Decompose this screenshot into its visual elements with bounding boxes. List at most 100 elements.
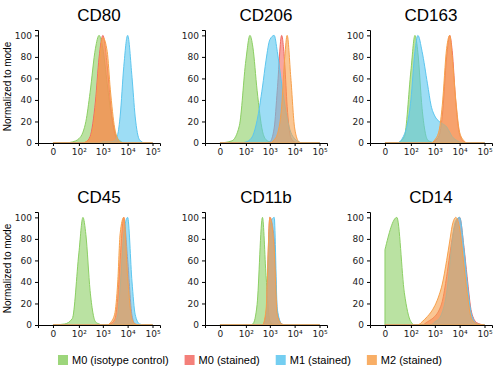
y-tick: 100 xyxy=(347,31,370,41)
x-tick: 10³ xyxy=(96,143,111,157)
y-axis: 020406080100 xyxy=(15,213,39,331)
x-tick: 10⁵ xyxy=(477,143,492,157)
y-tick-label: 60 xyxy=(353,74,365,84)
y-tick-mark xyxy=(35,239,38,240)
x-tick-label: 10⁵ xyxy=(145,329,160,339)
plot-area xyxy=(53,35,153,143)
y-tick-mark xyxy=(202,57,205,58)
panel-title: CD45 xyxy=(77,188,120,207)
y-tick: 40 xyxy=(188,95,205,105)
histogram-area xyxy=(53,35,153,143)
y-tick-label: 20 xyxy=(21,117,33,127)
y-tick: 80 xyxy=(188,234,205,244)
legend-label: M0 (stained) xyxy=(199,354,260,366)
x-tick: 10² xyxy=(239,143,254,157)
y-tick-label: 20 xyxy=(353,117,365,127)
y-tick: 0 xyxy=(26,320,38,330)
histogram-area xyxy=(385,35,485,143)
x-tick-mark xyxy=(320,325,321,328)
y-tick: 80 xyxy=(353,234,370,244)
y-tick: 20 xyxy=(353,299,370,309)
y-tick: 0 xyxy=(193,320,205,330)
y-tick-label: 0 xyxy=(358,320,364,330)
x-tick: 0 xyxy=(218,325,224,339)
y-tick: 0 xyxy=(26,138,38,148)
x-tick-mark xyxy=(153,143,154,146)
legend: M0 (isotype control)M0 (stained)M1 (stai… xyxy=(58,354,442,366)
panel: 010²10³10⁴10⁵020406080100CD80Normalized … xyxy=(2,6,161,157)
histogram-area xyxy=(220,35,320,143)
y-tick: 20 xyxy=(188,117,205,127)
y-tick-label: 60 xyxy=(21,74,33,84)
x-axis: 010²10³10⁴10⁵ xyxy=(39,325,161,339)
histogram-area xyxy=(53,217,153,325)
histogram-area xyxy=(220,217,320,325)
x-tick-mark xyxy=(79,325,80,328)
x-tick: 10⁴ xyxy=(453,325,468,339)
y-tick-label: 20 xyxy=(21,299,33,309)
y-tick-mark xyxy=(367,78,370,79)
y-tick-label: 40 xyxy=(353,277,365,287)
y-tick-label: 20 xyxy=(188,117,200,127)
y-tick-mark xyxy=(367,121,370,122)
legend-item: M1 (stained) xyxy=(276,354,351,366)
plot-area xyxy=(220,35,320,143)
x-tick: 10⁴ xyxy=(453,143,468,157)
y-tick-mark xyxy=(202,239,205,240)
y-axis-line xyxy=(367,31,371,144)
x-tick-label: 10⁵ xyxy=(312,147,327,157)
x-tick: 10² xyxy=(72,143,87,157)
x-tick-label: 10⁴ xyxy=(121,147,136,157)
y-tick-mark xyxy=(367,35,370,36)
y-tick-label: 40 xyxy=(21,277,33,287)
y-tick-label: 100 xyxy=(182,31,199,41)
legend-label: M1 (stained) xyxy=(290,354,351,366)
histogram-area xyxy=(53,35,153,143)
x-tick-label: 10³ xyxy=(428,147,443,157)
legend-swatch xyxy=(367,355,377,365)
panel: 010²10³10⁴10⁵020406080100CD163 xyxy=(347,6,493,157)
x-tick-mark xyxy=(153,325,154,328)
y-tick-label: 100 xyxy=(347,31,364,41)
x-tick-label: 10³ xyxy=(96,329,111,339)
y-tick-label: 80 xyxy=(353,52,365,62)
y-tick-mark xyxy=(367,325,370,326)
panel-title: CD11b xyxy=(240,188,292,207)
histogram-area xyxy=(53,38,153,143)
x-axis: 010²10³10⁴10⁵ xyxy=(39,143,161,157)
x-tick: 10² xyxy=(404,325,419,339)
panel: 010²10³10⁴10⁵020406080100CD11b xyxy=(182,188,328,339)
x-tick-label: 10⁵ xyxy=(312,329,327,339)
x-tick-mark xyxy=(485,325,486,328)
y-tick: 40 xyxy=(21,277,38,287)
x-tick-label: 0 xyxy=(218,147,224,157)
legend-item: M0 (stained) xyxy=(185,354,260,366)
y-tick-mark xyxy=(202,78,205,79)
x-tick-mark xyxy=(460,325,461,328)
x-tick-label: 10³ xyxy=(263,147,278,157)
x-tick-mark xyxy=(320,143,321,146)
panel: 010²10³10⁴10⁵020406080100CD14 xyxy=(347,188,493,339)
y-tick: 20 xyxy=(353,117,370,127)
y-tick-mark xyxy=(202,100,205,101)
x-tick-mark xyxy=(411,325,412,328)
y-tick-label: 60 xyxy=(353,256,365,266)
histogram-area xyxy=(385,35,485,143)
x-axis-line xyxy=(206,144,328,147)
x-axis: 010²10³10⁴10⁵ xyxy=(371,143,493,157)
y-tick: 60 xyxy=(188,256,205,266)
y-tick: 80 xyxy=(188,52,205,62)
y-tick-label: 100 xyxy=(15,213,32,223)
x-tick-mark xyxy=(435,143,436,146)
y-tick: 40 xyxy=(353,277,370,287)
x-tick: 10⁵ xyxy=(145,143,160,157)
y-tick: 20 xyxy=(21,299,38,309)
x-tick-label: 10⁵ xyxy=(145,147,160,157)
x-tick-label: 10² xyxy=(239,329,254,339)
histogram-area xyxy=(53,217,153,325)
histogram-area xyxy=(53,217,153,325)
x-tick-label: 10² xyxy=(239,147,254,157)
x-tick-mark xyxy=(385,143,386,146)
y-tick: 0 xyxy=(358,138,370,148)
y-tick-label: 100 xyxy=(347,213,364,223)
